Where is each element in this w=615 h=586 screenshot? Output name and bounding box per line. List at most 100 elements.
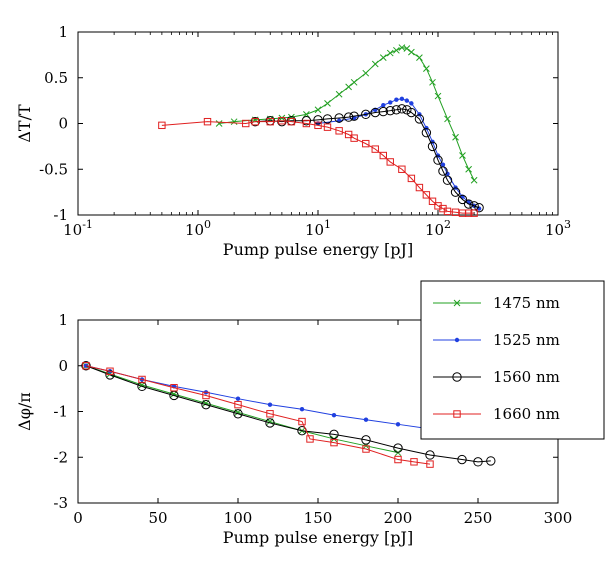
data-point xyxy=(433,155,443,165)
data-point xyxy=(302,119,311,128)
data-point xyxy=(386,158,394,166)
series-line xyxy=(317,98,480,210)
data-point xyxy=(386,49,394,57)
x-axis-label: Pump pulse energy [pJ] xyxy=(223,528,413,547)
data-point xyxy=(278,117,286,125)
legend-marker xyxy=(452,372,462,382)
y-tick-label: -3 xyxy=(53,494,68,512)
data-point xyxy=(440,162,446,167)
data-point xyxy=(251,117,259,126)
x-tick-label: 0 xyxy=(73,509,83,527)
series-1525-nm xyxy=(83,363,477,435)
data-point xyxy=(362,69,370,77)
data-point xyxy=(233,409,243,419)
data-point xyxy=(350,78,358,86)
x-tick-label-exp: 3 xyxy=(564,218,571,231)
x-tick-label: 300 xyxy=(544,509,573,527)
data-point xyxy=(385,105,395,116)
data-point xyxy=(106,367,114,375)
data-point xyxy=(266,410,274,418)
data-point xyxy=(470,176,478,184)
legend-label: 1560 nm xyxy=(493,368,560,386)
data-point xyxy=(313,115,323,125)
data-point xyxy=(331,412,337,418)
legend-entry-1560-nm: 1560 nm xyxy=(433,368,560,386)
data-point xyxy=(361,109,371,120)
chart-phase: 0 50 100 150 200 250 300 1 0 -1 -2 -3 Pump pulse ene… xyxy=(15,311,572,547)
series-line xyxy=(85,365,399,454)
data-point xyxy=(421,127,432,138)
series-line xyxy=(85,365,431,465)
legend-label: 1475 nm xyxy=(493,294,560,312)
data-point xyxy=(324,100,331,107)
x-tick-label: 250 xyxy=(464,509,493,527)
data-point xyxy=(464,209,473,217)
data-point xyxy=(203,117,212,126)
data-point xyxy=(443,207,452,216)
x-tick-label-exp: 2 xyxy=(444,218,451,231)
data-point xyxy=(429,78,436,86)
data-point xyxy=(457,194,468,205)
data-point xyxy=(414,114,425,124)
data-point xyxy=(363,417,369,422)
legend-marker xyxy=(453,410,461,418)
legend-entry-1660-nm: 1660 nm xyxy=(433,405,560,423)
data-point xyxy=(267,402,273,407)
data-point xyxy=(343,112,354,122)
data-point xyxy=(170,384,178,392)
data-point xyxy=(393,443,403,453)
data-point xyxy=(345,83,352,91)
y-axis-label: Δφ/π xyxy=(15,392,34,431)
data-point xyxy=(265,418,275,428)
y-tick-label: -2 xyxy=(53,448,68,466)
data-point xyxy=(287,117,296,126)
legend-marker xyxy=(454,337,460,343)
data-point xyxy=(137,381,147,392)
data-point xyxy=(395,422,401,427)
data-point xyxy=(415,183,424,192)
data-point xyxy=(350,134,358,142)
series-1660-nm xyxy=(82,362,434,468)
legend-label: 1525 nm xyxy=(493,331,560,349)
data-point xyxy=(394,97,399,102)
data-point xyxy=(423,65,430,72)
data-point xyxy=(306,435,314,443)
data-point xyxy=(457,454,467,465)
x-tick-label-exp: -1 xyxy=(82,218,93,231)
data-point xyxy=(105,370,115,380)
y-tick-label: -1 xyxy=(53,403,68,421)
data-point xyxy=(474,202,484,213)
x-tick-label-exp: 1 xyxy=(324,218,331,231)
x-tick-label-base: 10 xyxy=(305,221,324,239)
data-point xyxy=(322,114,333,124)
data-point xyxy=(391,105,402,115)
data-point xyxy=(398,165,406,173)
data-point xyxy=(426,460,434,468)
x-tick-label: 100 xyxy=(224,509,253,527)
data-point xyxy=(381,103,386,108)
data-point xyxy=(230,118,238,126)
x-tick-label-base: 10 xyxy=(185,221,204,239)
data-point xyxy=(288,113,295,121)
data-point xyxy=(399,96,405,101)
series-line xyxy=(85,365,491,463)
data-point xyxy=(434,92,442,100)
data-point xyxy=(242,119,250,128)
data-point xyxy=(349,111,359,121)
x-tick-label: 150 xyxy=(304,509,333,527)
data-point xyxy=(81,361,91,371)
x-tick-label-exp: 0 xyxy=(204,218,211,231)
data-point xyxy=(407,174,416,183)
data-point xyxy=(444,115,451,123)
data-point xyxy=(442,175,453,185)
data-point xyxy=(314,121,322,130)
x-tick-label: 50 xyxy=(148,509,167,527)
legend-entry-1525-nm: 1525 nm xyxy=(433,331,560,349)
legend: 1475 nm 1525 nm 1560 nm 1660 nm xyxy=(420,280,605,440)
data-point xyxy=(404,98,410,103)
x-tick-label-base: 10 xyxy=(425,221,444,239)
data-point xyxy=(473,457,483,467)
x-axis-label: Pump pulse energy [pJ] xyxy=(223,240,413,259)
